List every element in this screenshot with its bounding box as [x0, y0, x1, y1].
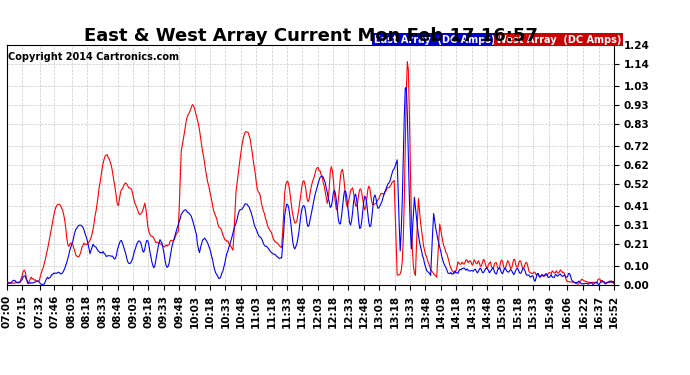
Text: West Array  (DC Amps): West Array (DC Amps)	[495, 34, 621, 45]
Text: Copyright 2014 Cartronics.com: Copyright 2014 Cartronics.com	[8, 52, 179, 62]
Text: East Array  (DC Amps): East Array (DC Amps)	[374, 34, 495, 45]
Title: East & West Array Current Mon Feb 17 16:57: East & West Array Current Mon Feb 17 16:…	[83, 27, 538, 45]
